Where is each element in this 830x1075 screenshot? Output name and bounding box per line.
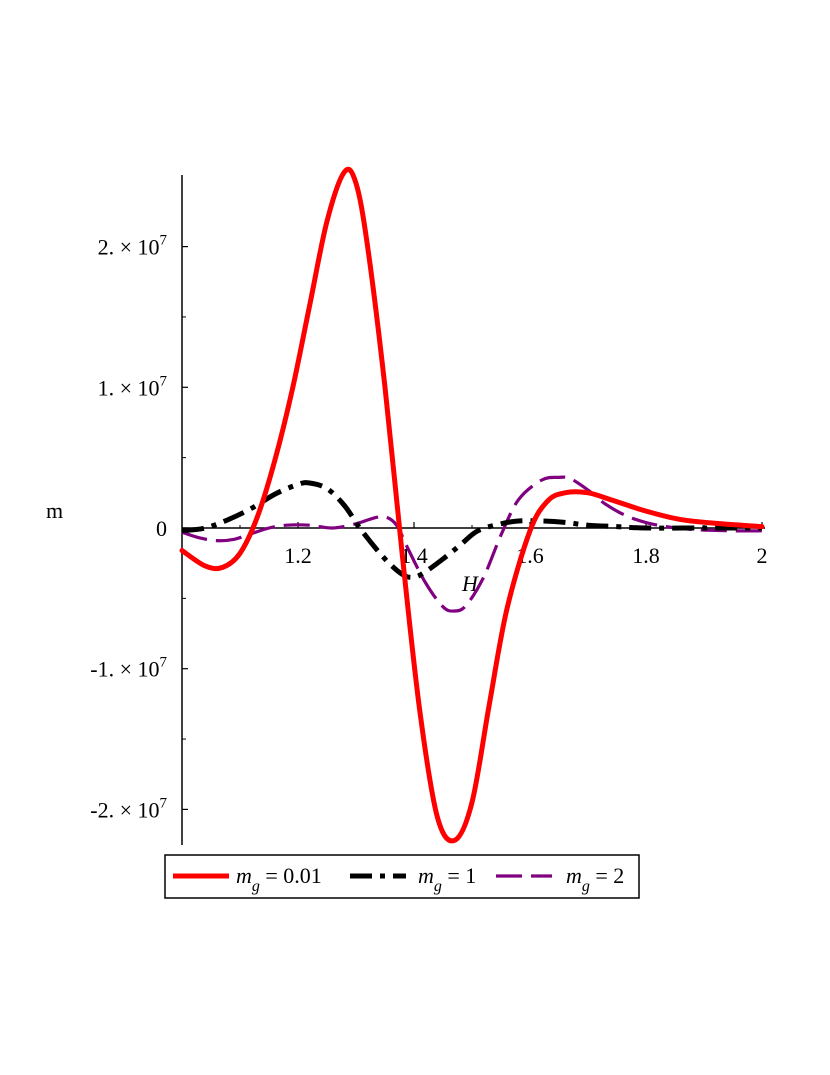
legend-label-rest: = 2 — [590, 863, 624, 888]
y-tick-label-exponent: 7 — [160, 233, 168, 249]
x-tick-label: 2 — [757, 543, 768, 568]
legend-label-main: m — [418, 863, 434, 888]
y-tick-label-base: -2. × 10 — [90, 797, 159, 822]
y-tick-label-base: 0 — [156, 516, 167, 541]
y-axis-title: m — [46, 498, 63, 523]
legend-items: mg = 0.01 mg = 1 mg = 2 — [173, 863, 624, 895]
y-tick-label: 1. × 107 — [98, 373, 168, 400]
y-tick-label: -1. × 107 — [90, 655, 167, 682]
series-line-mg-2 — [181, 475, 763, 613]
y-tick-label: -2. × 107 — [90, 795, 167, 822]
legend: mg = 0.01 mg = 1 mg = 2 — [164, 854, 640, 899]
legend-label-sub: g — [582, 878, 590, 895]
y-tick-label-exponent: 7 — [160, 655, 168, 671]
legend-label: mg = 1 — [418, 863, 476, 895]
y-tick-label-base: 1. × 10 — [98, 375, 160, 400]
legend-label-main: m — [236, 863, 252, 888]
legend-label-sub: g — [252, 878, 260, 895]
legend-label-sub: g — [434, 878, 442, 895]
series-line-mg-0-01 — [179, 166, 765, 844]
y-tick-label-exponent: 7 — [160, 795, 168, 811]
legend-label: mg = 0.01 — [236, 863, 322, 895]
legend-label: mg = 2 — [566, 863, 624, 895]
x-axis-title: H — [461, 571, 479, 596]
legend-label-rest: = 1 — [442, 863, 476, 888]
x-tick-label: 1.8 — [632, 543, 660, 568]
y-tick-label-base: 2. × 10 — [98, 235, 160, 260]
series-layer — [179, 166, 765, 844]
y-tick-label: 0 — [156, 516, 167, 541]
legend-label-main: m — [566, 863, 582, 888]
y-tick-label-base: -1. × 10 — [90, 657, 159, 682]
y-tick-label-exponent: 7 — [160, 373, 168, 389]
x-tick-label: 1.2 — [284, 543, 312, 568]
series-line-mg-1 — [181, 480, 762, 580]
legend-label-rest: = 0.01 — [260, 863, 322, 888]
y-tick-label: 2. × 107 — [98, 233, 168, 260]
